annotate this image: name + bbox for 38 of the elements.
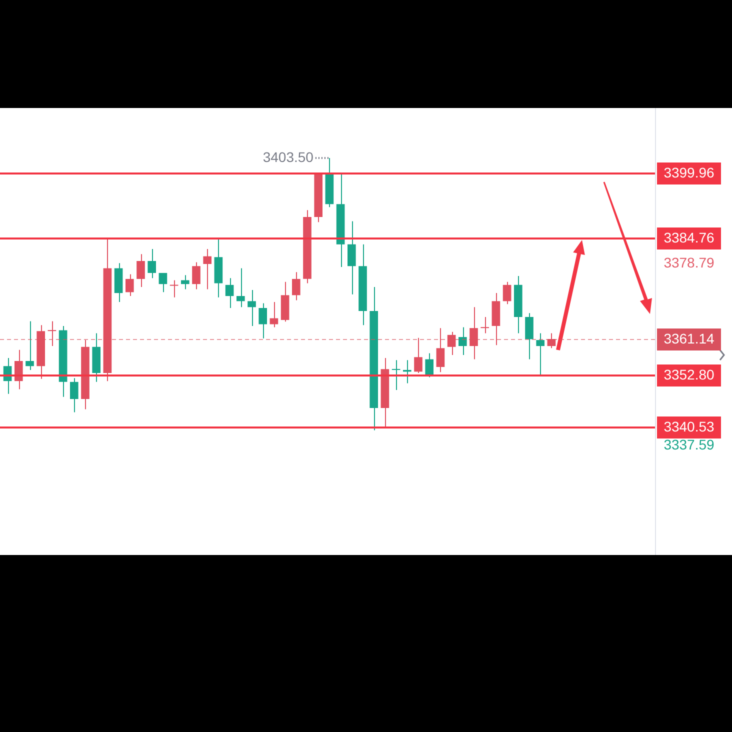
candlestick	[203, 248, 212, 290]
ref-line-label: 3352.80	[664, 366, 715, 382]
candlestick	[292, 272, 300, 301]
candlestick	[425, 352, 434, 378]
candlestick	[547, 332, 556, 349]
candlestick	[236, 268, 245, 308]
candlestick	[502, 281, 512, 305]
text: 3378.79	[664, 254, 715, 270]
candlestick	[48, 320, 56, 347]
ref-line-label: 3340.53	[664, 418, 715, 434]
candlestick	[225, 278, 234, 308]
candlestick	[170, 280, 178, 298]
candlestick	[125, 274, 134, 297]
candlestick	[258, 302, 268, 339]
candlestick	[536, 332, 545, 376]
candlestick	[470, 306, 478, 360]
candlestick	[14, 349, 23, 390]
candlestick	[70, 378, 78, 413]
ref-line-label: 3384.76	[664, 229, 715, 246]
candlestick	[525, 312, 534, 360]
candlestick	[148, 248, 156, 279]
candlestick	[136, 254, 145, 288]
candlestick	[158, 272, 168, 293]
text: 3337.59	[664, 436, 715, 453]
candlestick	[347, 220, 356, 295]
candlestick	[392, 360, 400, 391]
candlestick	[248, 290, 256, 326]
candlestick	[192, 262, 200, 290]
ref-line-label: 3399.96	[664, 164, 715, 180]
candlestick	[436, 328, 445, 373]
candlestick	[180, 274, 190, 290]
candlestick	[480, 316, 490, 334]
candlestick	[414, 337, 422, 374]
candlestick	[458, 326, 467, 356]
candlestick	[447, 331, 456, 356]
annotation: 3403.50	[262, 148, 314, 165]
candlestick	[26, 320, 34, 370]
ref-line-label: 3361.14	[664, 330, 715, 346]
